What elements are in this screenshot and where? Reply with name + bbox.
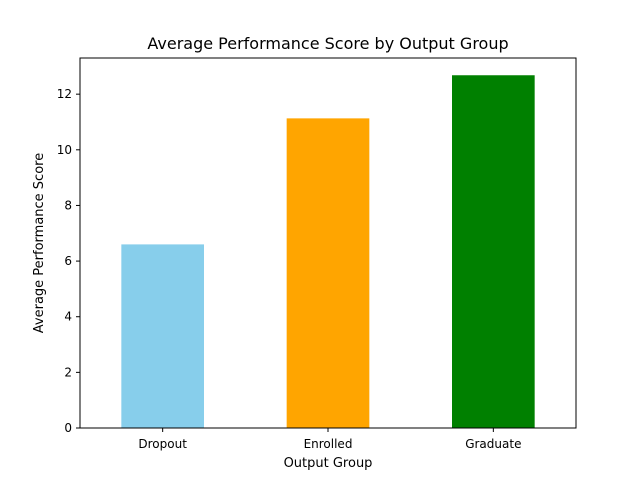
- bar-graduate: [452, 75, 535, 429]
- y-tick-label: 0: [64, 421, 72, 435]
- y-tick-label: 10: [57, 143, 72, 157]
- y-axis-label: Average Performance Score: [32, 153, 47, 333]
- plot-frame: [79, 57, 577, 429]
- chart-title: Average Performance Score by Output Grou…: [147, 34, 508, 53]
- y-tick-label: 12: [57, 87, 72, 101]
- y-tick-label: 4: [64, 310, 72, 324]
- x-tick-label: Enrolled: [304, 437, 353, 451]
- x-tick-label: Dropout: [138, 437, 187, 451]
- x-tick-label: Graduate: [465, 437, 521, 451]
- y-tick-label: 6: [64, 254, 72, 268]
- y-tick-label: 2: [64, 365, 72, 379]
- bar-dropout: [121, 244, 204, 428]
- x-axis-label: Output Group: [284, 456, 373, 471]
- y-tick-label: 8: [64, 198, 72, 212]
- bar-enrolled: [286, 118, 370, 429]
- bars-group: [121, 75, 535, 429]
- y-axis-ticks: 0 2 4 6 8 10 12: [57, 87, 80, 435]
- x-axis-ticks: Dropout Enrolled Graduate: [138, 428, 521, 451]
